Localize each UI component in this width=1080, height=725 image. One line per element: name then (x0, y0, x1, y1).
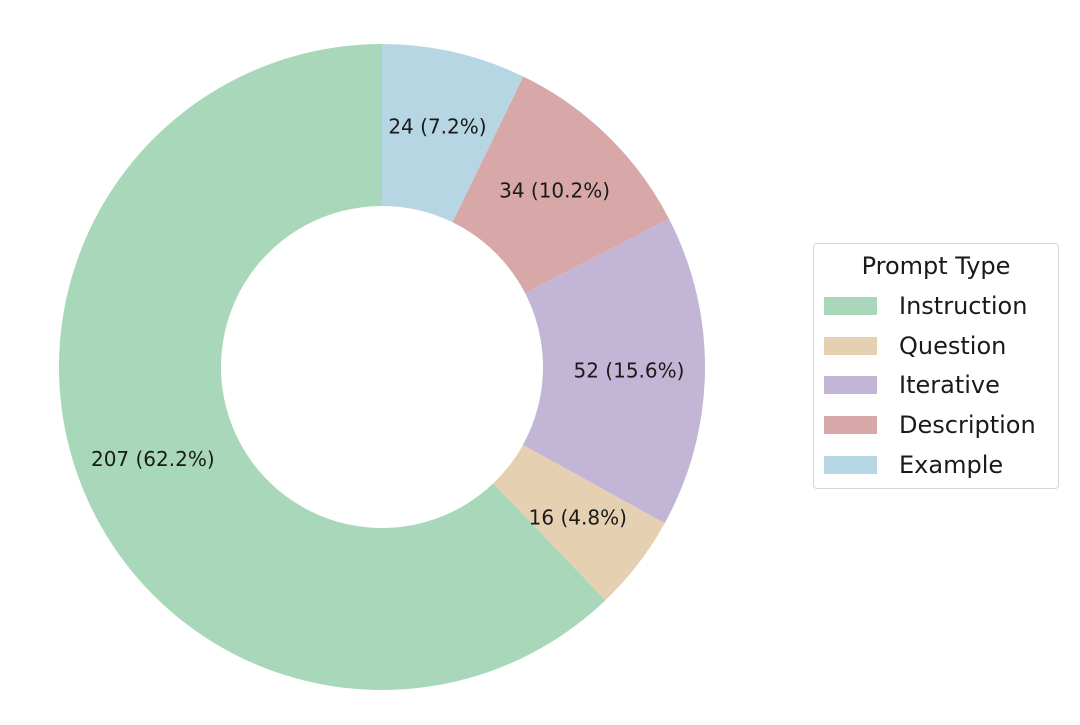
legend-entry-description: Description (824, 410, 1056, 440)
slice-description (452, 76, 670, 294)
legend: Prompt Type Instruction Question Iterati… (813, 243, 1059, 489)
legend-swatch-instruction (824, 297, 877, 315)
legend-label-iterative: Iterative (899, 371, 1000, 399)
slice-question (493, 444, 665, 601)
slice-label-description: 34 (10.2%) (499, 178, 610, 202)
legend-swatch-iterative (824, 376, 877, 394)
legend-swatch-example (824, 456, 877, 474)
donut-slices (58, 44, 705, 690)
slice-label-question: 16 (4.8%) (529, 506, 627, 530)
slice-label-example: 24 (7.2%) (388, 114, 486, 138)
slice-instruction (58, 44, 606, 690)
legend-entry-instruction: Instruction (824, 291, 1056, 321)
legend-label-description: Description (899, 411, 1036, 439)
legend-entry-example: Example (824, 450, 1056, 480)
legend-title: Prompt Type (861, 252, 1011, 280)
slice-label-iterative: 52 (15.6%) (573, 358, 684, 382)
slice-iterative (522, 218, 705, 524)
legend-entry-question: Question (824, 331, 1056, 361)
legend-label-instruction: Instruction (899, 292, 1028, 320)
legend-label-question: Question (899, 332, 1007, 360)
legend-entry-iterative: Iterative (824, 370, 1056, 400)
slice-example (382, 44, 524, 223)
legend-label-example: Example (899, 451, 1004, 479)
donut-slice-labels: 207 (62.2%) 16 (4.8%) 52 (15.6%) 34 (10.2%)… (91, 114, 684, 529)
legend-swatch-description (824, 416, 877, 434)
slice-label-instruction: 207 (62.2%) (91, 447, 215, 471)
legend-swatch-question (824, 337, 877, 355)
